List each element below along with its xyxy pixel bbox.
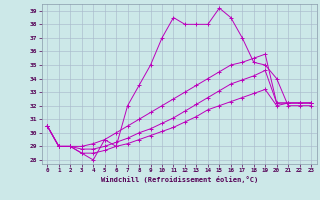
X-axis label: Windchill (Refroidissement éolien,°C): Windchill (Refroidissement éolien,°C): [100, 176, 258, 183]
